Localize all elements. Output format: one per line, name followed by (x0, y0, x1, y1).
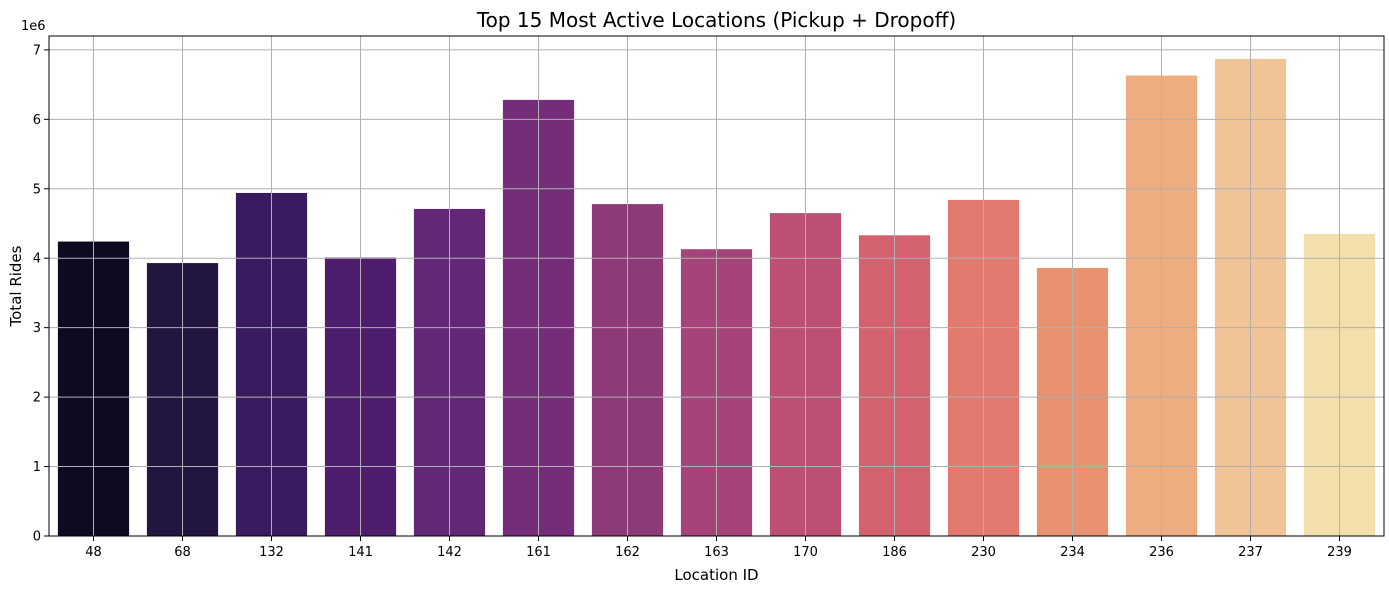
x-axis-label: Location ID (674, 566, 758, 584)
y-tick-label: 0 (33, 530, 41, 545)
x-tick-label: 239 (1327, 545, 1352, 560)
y-axis-scale-note: 1e6 (21, 19, 46, 34)
y-tick-label: 4 (33, 252, 41, 267)
y-tick-label: 5 (33, 182, 41, 197)
x-axis-ticks: 48 68 132 141 142 161 162 163 170 186 230 234 236 237… (85, 536, 1352, 560)
x-tick-label: 141 (348, 545, 373, 560)
x-tick-label: 132 (259, 545, 284, 560)
x-tick-label: 142 (437, 545, 462, 560)
chart-title: Top 15 Most Active Locations (Pickup + D… (476, 8, 956, 32)
x-tick-label: 186 (882, 545, 907, 560)
y-tick-label: 6 (33, 113, 41, 128)
x-tick-label: 237 (1238, 545, 1263, 560)
x-tick-label: 170 (793, 545, 818, 560)
y-axis-ticks: 0 1 2 3 4 5 6 7 (33, 43, 49, 545)
x-tick-label: 236 (1149, 545, 1174, 560)
y-tick-label: 1 (33, 460, 41, 475)
x-tick-label: 48 (85, 545, 102, 560)
y-tick-label: 2 (33, 391, 41, 406)
x-tick-label: 161 (526, 545, 551, 560)
x-tick-label: 230 (971, 545, 996, 560)
x-tick-label: 162 (615, 545, 640, 560)
x-tick-label: 163 (704, 545, 729, 560)
y-axis-label: Total Rides (7, 245, 25, 327)
x-tick-label: 68 (174, 545, 191, 560)
y-tick-label: 3 (33, 321, 41, 336)
y-tick-label: 7 (33, 43, 41, 58)
x-tick-label: 234 (1060, 545, 1085, 560)
